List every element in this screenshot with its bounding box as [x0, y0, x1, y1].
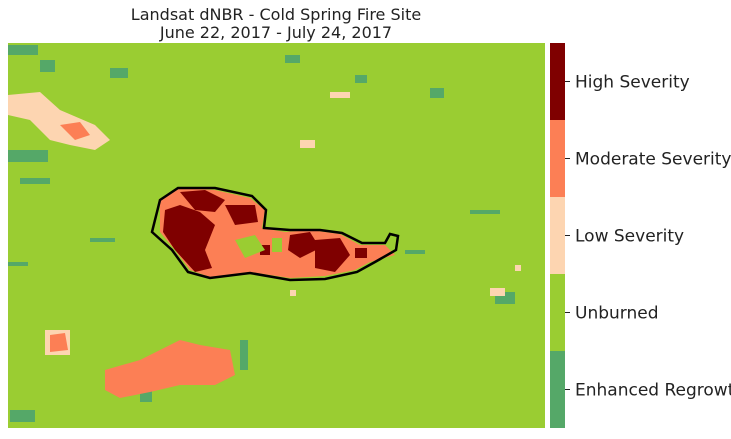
high-severity-patches — [163, 190, 367, 272]
colorbar-label: Enhanced Regrowth — [575, 381, 731, 401]
colorbar-segment — [550, 197, 565, 274]
colorbar-label: Low Severity — [575, 227, 684, 247]
colorbar: Enhanced Regrowth Unburned Low Severity Mod… — [550, 43, 731, 428]
unburned-islands — [235, 235, 282, 258]
colorbar-segment — [550, 274, 565, 351]
colorbar-label: Moderate Severity — [575, 150, 731, 170]
colorbar-segment — [550, 120, 565, 197]
colorbar-label: High Severity — [575, 73, 690, 93]
colorbar-label: Unburned — [575, 304, 659, 324]
map-subtitle: June 22, 2017 - July 24, 2017 — [159, 23, 392, 42]
map-title: Landsat dNBR - Cold Spring Fire Site — [131, 5, 421, 24]
regrowth-patches — [8, 45, 515, 422]
raster-map — [8, 43, 545, 428]
fire-perimeter — [150, 186, 400, 282]
colorbar-segment — [550, 351, 565, 428]
colorbar-segment — [550, 43, 565, 120]
